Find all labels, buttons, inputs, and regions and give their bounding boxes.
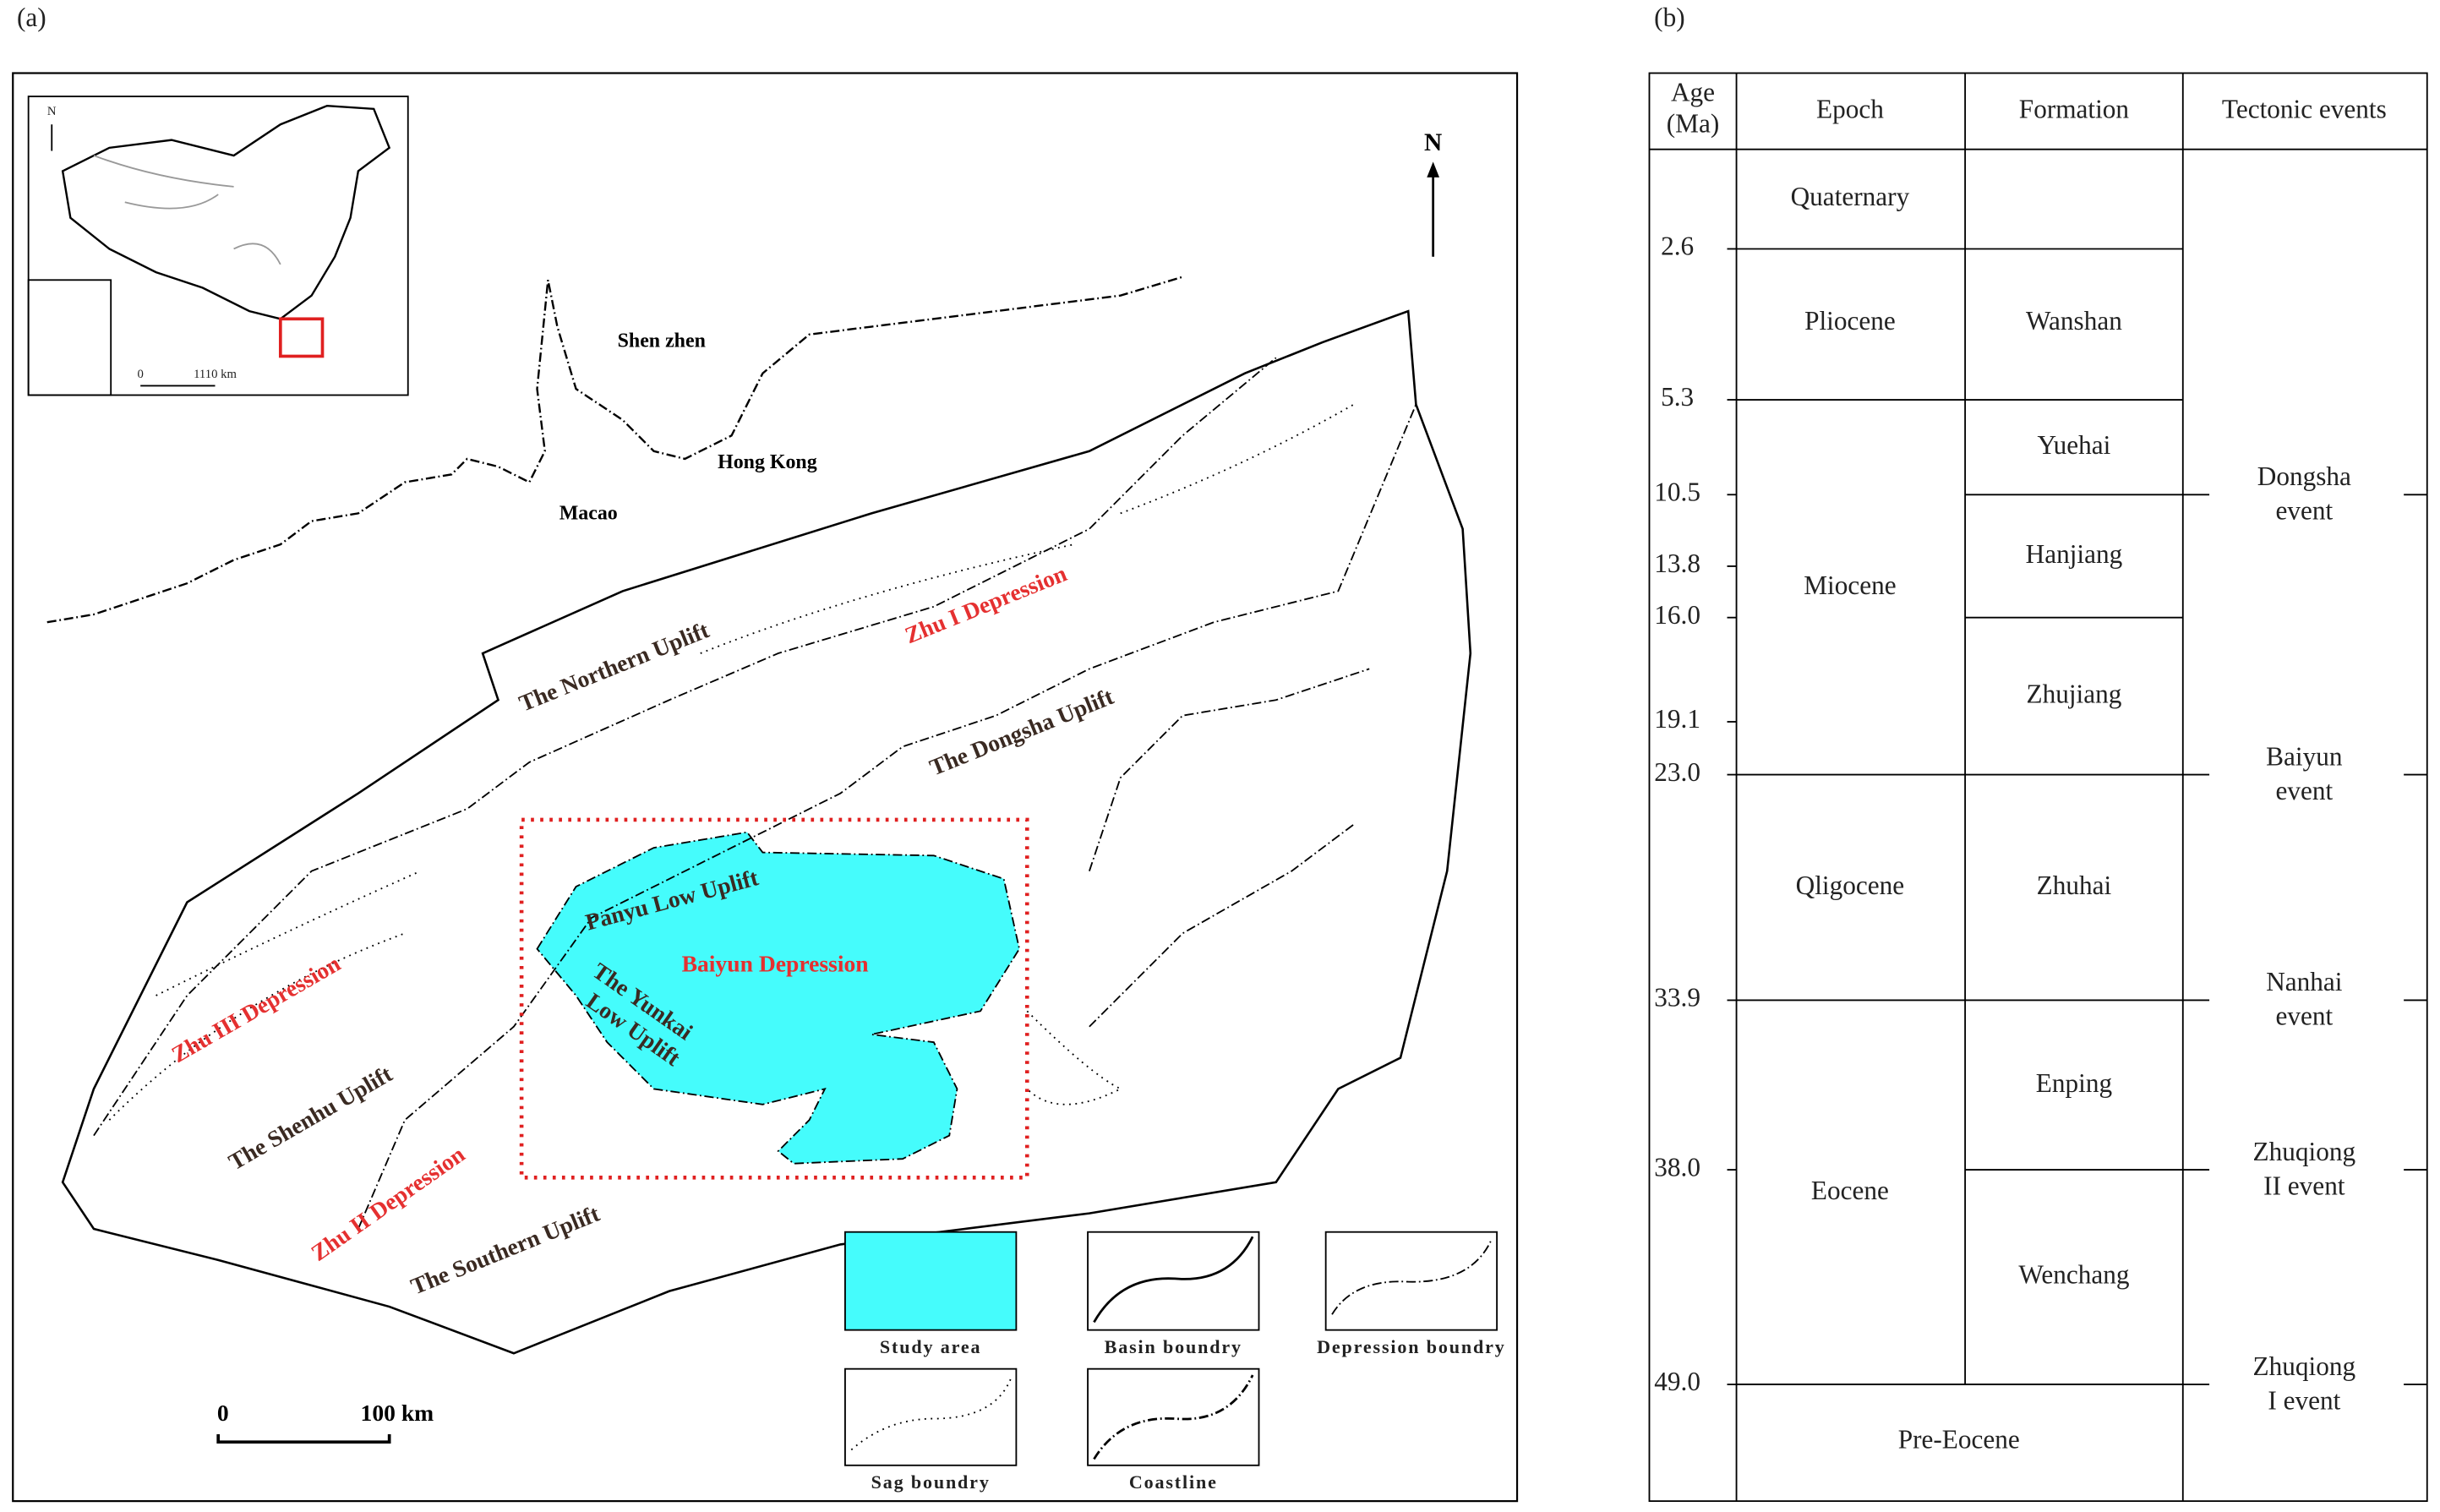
legend-swatch	[1087, 1367, 1260, 1466]
uplift-label: The Northern Uplift	[516, 616, 713, 717]
legend-swatch	[1087, 1231, 1260, 1331]
depression-label: Zhu III Depression	[166, 950, 344, 1067]
event: II event	[2263, 1171, 2345, 1200]
event: event	[2275, 776, 2333, 805]
legend-label: Coastline	[1129, 1471, 1218, 1493]
legend-line	[850, 1376, 1013, 1451]
epoch: Pre-Eocene	[1898, 1424, 2020, 1454]
formation: Enping	[2036, 1068, 2113, 1098]
event: Baiyun	[2266, 741, 2343, 771]
event: event	[2275, 496, 2333, 526]
inset-scale-end: 1110 km	[194, 368, 237, 381]
table-frame	[1648, 72, 2428, 1503]
inset-rivers	[93, 155, 281, 265]
event: event	[2275, 1002, 2333, 1031]
legend	[844, 1231, 1498, 1466]
north-label: N	[1424, 129, 1442, 156]
scale-end: 100 km	[361, 1400, 434, 1426]
age-label: 23.0	[1654, 757, 1700, 787]
age-label: 19.1	[1654, 704, 1700, 734]
inset-country	[61, 104, 391, 320]
depression-label: Baiyun Depression	[682, 950, 869, 976]
age-label: 2.6	[1661, 232, 1694, 261]
map-panel	[12, 72, 1519, 1503]
sag-boundaries	[108, 403, 1355, 1121]
header: (Ma)	[1667, 108, 1720, 138]
age-label: 16.0	[1654, 600, 1700, 630]
formation: Wenchang	[2018, 1259, 2130, 1289]
event: I event	[2268, 1385, 2340, 1415]
uplift-label: The Southern Uplift	[407, 1200, 604, 1300]
legend-swatch	[844, 1231, 1018, 1331]
scale-start: 0	[217, 1400, 229, 1426]
legend-label: Depression boundry	[1317, 1336, 1506, 1357]
epoch: Pliocene	[1804, 306, 1896, 336]
formation: Hanjiang	[2026, 539, 2123, 569]
inset-subframe	[27, 279, 112, 396]
epoch: Qligocene	[1796, 871, 1904, 900]
coastline	[46, 276, 1183, 624]
epoch: Quaternary	[1791, 182, 1910, 211]
uplift-label: The Shenhu Uplift	[224, 1060, 397, 1175]
epoch: Miocene	[1804, 570, 1896, 600]
inset-north: N	[47, 105, 57, 118]
legend-swatch	[1324, 1231, 1498, 1331]
panel-label: (b)	[1654, 3, 1684, 32]
panel-label: (a)	[17, 3, 46, 32]
header: Formation	[2019, 95, 2130, 124]
scale-bar	[216, 1433, 391, 1444]
place-label: Macao	[560, 503, 618, 525]
formation: Zhujiang	[2027, 680, 2122, 709]
study-area-box	[519, 817, 1029, 1180]
inset-study-box	[278, 317, 325, 358]
header: Age	[1671, 77, 1715, 106]
place-label: Shen zhen	[618, 330, 706, 352]
age-label: 38.0	[1654, 1152, 1700, 1182]
basin-boundary	[61, 309, 1472, 1355]
depression-boundaries	[93, 357, 1417, 1230]
age-label: 49.0	[1654, 1367, 1700, 1396]
formation: Wanshan	[2026, 306, 2122, 336]
header: Epoch	[1816, 95, 1884, 124]
age-label: 13.8	[1654, 549, 1700, 578]
formation: Zhuhai	[2037, 871, 2112, 900]
uplift-label: The Dongsha Uplift	[925, 683, 1117, 781]
event: Nanhai	[2266, 967, 2343, 996]
legend-label: Study area	[880, 1336, 981, 1357]
age-label: 10.5	[1654, 477, 1700, 506]
inset-frame	[27, 96, 409, 396]
legend-line	[1093, 1236, 1254, 1324]
study-area	[536, 831, 1021, 1165]
epoch: Eocene	[1811, 1176, 1889, 1205]
age-label: 33.9	[1654, 983, 1700, 1013]
age-label: 5.3	[1661, 382, 1694, 412]
north-arrowhead	[1427, 161, 1440, 177]
map-frame	[12, 72, 1519, 1503]
legend-swatch	[844, 1367, 1018, 1466]
event: Zhuqiong	[2253, 1351, 2356, 1381]
inset-scale-start: 0	[137, 368, 143, 381]
table-panel	[1648, 72, 2428, 1503]
legend-line	[1093, 1374, 1254, 1460]
header: Tectonic events	[2222, 95, 2387, 124]
place-label: Hong Kong	[718, 451, 817, 473]
legend-line	[1331, 1241, 1492, 1315]
depression-label: Zhu I Depression	[901, 559, 1070, 648]
event: Dongsha	[2257, 461, 2351, 491]
legend-label: Sag boundry	[871, 1471, 991, 1493]
event: Zhuqiong	[2253, 1137, 2356, 1166]
legend-label: Basin boundry	[1105, 1336, 1242, 1357]
formation: Yuehai	[2038, 430, 2111, 460]
